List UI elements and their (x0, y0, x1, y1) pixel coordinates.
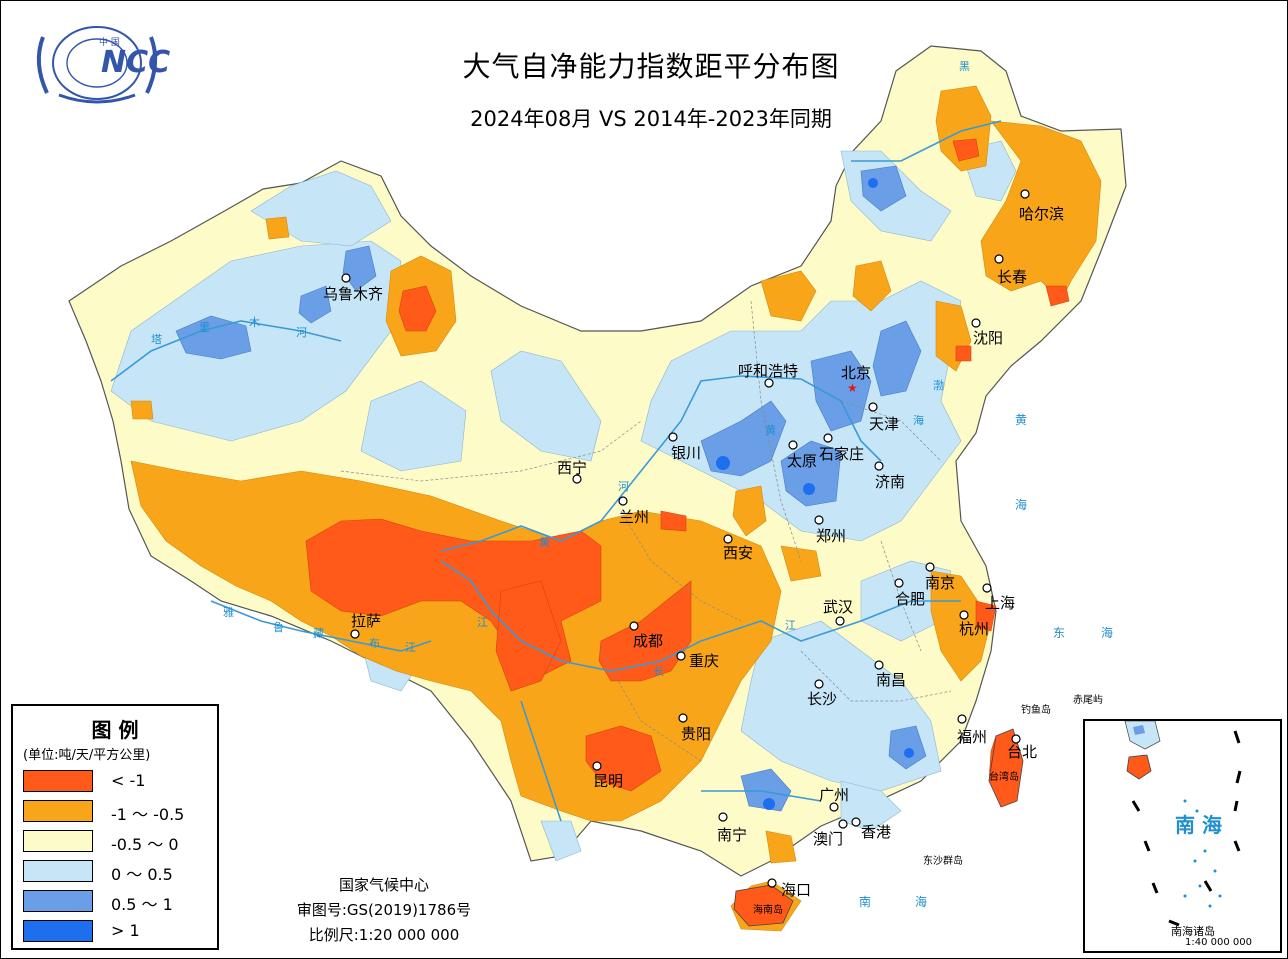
city-label-zhengzhou: 郑州 (816, 527, 847, 545)
logo-country-mark: 中 国 (99, 38, 120, 48)
river-label: 长 (653, 665, 664, 678)
dongsha-islands-label: 东沙群岛 (923, 856, 963, 867)
river-label: 布 (369, 637, 380, 650)
river-label: 河 (296, 326, 307, 339)
sea-label: 海 (913, 414, 924, 427)
map-subtitle: 2024年08月 VS 2014年-2023年同期 (470, 107, 832, 131)
city-label-harbin: 哈尔滨 (1019, 205, 1065, 223)
city-label-lanzhou: 兰州 (619, 508, 650, 526)
city-label-nanchang: 南昌 (876, 671, 907, 689)
city-label-changsha: 长沙 (807, 690, 838, 708)
city-label-shijiazhuang: 石家庄 (819, 445, 865, 463)
legend: 图 例 (单位:吨/天/平方公里) < -1 -1 ～ -0.5 -0.5 ～ … (11, 704, 219, 950)
taiwan-island (988, 728, 1024, 808)
city-label-hangzhou: 杭州 (959, 620, 990, 638)
city-label-shenyang: 沈阳 (973, 329, 1004, 347)
city-label-beijing: 北京 (841, 364, 872, 382)
river-label: 江 (405, 641, 416, 654)
yellow-sea-label: 海 (1015, 498, 1028, 512)
city-label-wuhan: 武汉 (823, 598, 854, 616)
river-label: 河 (618, 480, 629, 493)
city-label-lhasa: 拉萨 (351, 612, 382, 630)
city-label-guiyang: 贵阳 (681, 725, 712, 743)
inset-scale: 1:40 000 000 (1185, 937, 1252, 948)
taiwan-island-label: 台湾岛 (989, 772, 1019, 783)
city-label-macau: 澳门 (813, 830, 844, 848)
city-label-hongkong: 香港 (861, 823, 892, 841)
river-label: 雅 (223, 606, 234, 619)
province-borders (340, 300, 952, 762)
inset-map (1124, 721, 1242, 927)
legend-label: -0.5 ～ 0 (111, 835, 179, 854)
inset-sea-label: 南 海 (1175, 813, 1222, 837)
legend-swatch (23, 860, 93, 882)
legend-title: 图 例 (91, 718, 139, 742)
agency-name: 国家气候中心 (338, 876, 429, 894)
city-label-xining: 西宁 (557, 459, 588, 477)
zone-over-1 (716, 178, 914, 810)
legend-label: 0 ～ 0.5 (111, 865, 173, 884)
south-sea-label: 海 (915, 895, 928, 909)
legend-swatch (23, 830, 93, 852)
yellow-sea-label: 黄 (1015, 413, 1028, 427)
city-label-yinchuan: 银川 (671, 444, 702, 462)
river-label: 黄 (765, 424, 776, 437)
east-sea-label: 东 (1053, 626, 1066, 640)
city-label-urumqi: 乌鲁木齐 (323, 285, 384, 303)
legend-label: 0.5 ～ 1 (111, 895, 173, 914)
river-label: 里 (199, 321, 210, 334)
legend-unit: (单位:吨/天/平方公里) (23, 748, 151, 763)
city-label-tianjin: 天津 (869, 415, 900, 433)
city-label-nanjing: 南京 (925, 574, 956, 592)
map-review-number: 审图号:GS(2019)1786号 (296, 901, 472, 919)
hainan-island-label: 海南岛 (753, 905, 783, 916)
map-footer: 国家气候中心 审图号:GS(2019)1786号 比例尺:1:20 000 00… (269, 873, 499, 948)
legend-label: < -1 (111, 771, 146, 790)
map-title: 大气自净能力指数距平分布图 (462, 50, 840, 83)
city-label-shanghai: 上海 (985, 594, 1016, 612)
east-sea-label: 海 (1101, 626, 1114, 640)
river-label: 藏 (313, 627, 324, 640)
legend-swatch (23, 890, 93, 912)
legend-swatch (23, 770, 93, 792)
sea-label: 渤 (933, 379, 944, 392)
city-label-xian: 西安 (723, 544, 754, 562)
city-label-haikou: 海口 (781, 881, 812, 899)
river-label: 黄 (539, 536, 550, 549)
ncc-logo: 中 国 NCC (29, 17, 171, 107)
river-label: 江 (477, 616, 488, 629)
river-label: 黑 (959, 60, 970, 73)
river-label: 江 (785, 619, 796, 632)
legend-label: > 1 (111, 921, 140, 940)
legend-label: -1 ～ -0.5 (111, 805, 185, 824)
chiwei-island-label: 赤尾屿 (1073, 695, 1103, 706)
diaoyu-island-label: 钓鱼岛 (1021, 705, 1051, 716)
legend-swatch (23, 920, 93, 942)
city-label-changchun: 长春 (997, 268, 1028, 286)
south-china-sea-inset: 南 海 南海诸岛 1:40 000 000 (1083, 719, 1282, 953)
city-label-guangzhou: 广州 (819, 786, 850, 804)
city-label-hefei: 合肥 (895, 590, 926, 608)
city-label-jinan: 济南 (875, 473, 906, 491)
river-label: 塔 (151, 333, 162, 346)
city-label-nanning: 南宁 (717, 826, 748, 844)
city-label-chongqing: 重庆 (689, 652, 720, 670)
river-label: 鲁 (273, 621, 284, 634)
city-label-taiyuan: 太原 (787, 452, 818, 470)
inset-islands-label: 南海诸岛 (1171, 925, 1215, 938)
logo-text: NCC (101, 45, 171, 80)
city-label-chengdu: 成都 (633, 632, 664, 650)
city-label-hohhot: 呼和浩特 (738, 362, 799, 380)
beijing-star-icon: ★ (847, 381, 858, 395)
south-sea-label: 南 (859, 895, 872, 909)
city-label-fuzhou: 福州 (957, 728, 988, 746)
city-markers (341, 189, 1030, 888)
city-label-kunming: 昆明 (593, 772, 624, 790)
legend-swatch (23, 800, 93, 822)
river-label: 木 (249, 316, 260, 329)
map-scale: 比例尺:1:20 000 000 (308, 926, 460, 944)
city-label-taipei: 台北 (1007, 743, 1038, 761)
